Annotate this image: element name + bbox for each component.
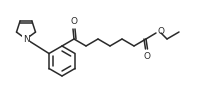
Text: O: O <box>143 52 150 61</box>
Text: O: O <box>157 27 164 37</box>
Text: N: N <box>23 35 29 43</box>
Text: O: O <box>70 17 77 27</box>
